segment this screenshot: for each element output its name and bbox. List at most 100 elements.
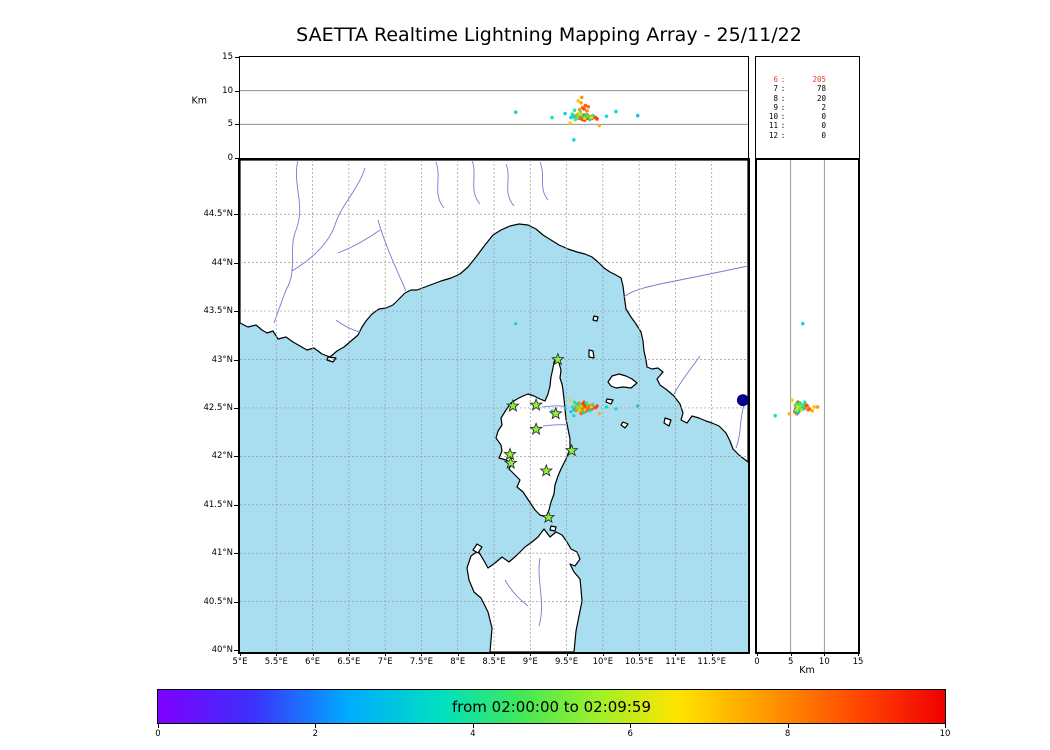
- lightning-detection-point: [578, 408, 582, 412]
- top-alt-tick-label: 10: [222, 85, 233, 96]
- map-y-tick-mark: [234, 650, 238, 652]
- map-y-tick-label: 41.5°N: [203, 499, 233, 510]
- lightning-detection-point: [803, 400, 807, 404]
- lightning-detection-point: [575, 115, 580, 119]
- lightning-detection-point: [585, 114, 590, 119]
- lightning-detection-point: [583, 103, 588, 108]
- map-x-tick-label: 9.5°E: [554, 657, 579, 667]
- lightning-detection-point: [581, 411, 585, 415]
- lightning-detection-point: [568, 121, 572, 125]
- map-y-tick-label: 40.5°N: [203, 596, 233, 607]
- lma-station-star: [503, 447, 517, 461]
- lightning-detection-point: [614, 407, 618, 411]
- lightning-detection-point: [573, 403, 577, 407]
- lightning-detection-point: [810, 409, 815, 413]
- lightning-detection-point: [800, 321, 805, 326]
- land-masses: [240, 160, 748, 652]
- altitude-longitude-plot: [240, 90, 748, 142]
- lightning-detection-point: [573, 117, 578, 122]
- map-y-tick-mark: [234, 407, 238, 409]
- lma-station-star: [506, 398, 520, 412]
- lightning-detection-point: [572, 408, 576, 412]
- colorbar-tick-label: 2: [312, 729, 319, 739]
- map-x-tick-label: 10.5°E: [624, 657, 654, 667]
- map-y-tick-mark: [234, 553, 238, 555]
- map-x-tick-label: 11°E: [665, 657, 686, 667]
- lightning-detection-point: [576, 98, 580, 103]
- map-y-tick-label: 42.5°N: [203, 402, 233, 413]
- map-x-tick-mark: [566, 652, 568, 656]
- lightning-detection-point: [635, 113, 640, 118]
- histogram-alt: 12: [768, 130, 778, 140]
- histogram-alt: :: [780, 75, 786, 84]
- lightning-detection-point: [794, 408, 799, 412]
- right-alt-tick-mark: [790, 652, 792, 656]
- top-alt-tick-label: 15: [222, 52, 233, 62]
- lightning-detection-point: [799, 408, 804, 412]
- colorbar-tick-mark: [630, 724, 632, 728]
- top-alt-tick-label: 0: [227, 153, 233, 163]
- histogram-row: 10: 0: [762, 112, 859, 121]
- histogram-count: 205: [812, 75, 826, 84]
- map-y-tick-label: 44°N: [211, 257, 233, 268]
- small-islands: [326, 315, 672, 554]
- colorbar-time-label: from 02:00:00 to 02:09:59: [451, 697, 651, 716]
- lightning-detection-point: [569, 115, 573, 120]
- map-x-tick-label: 7°E: [377, 657, 393, 667]
- lightning-detection-point: [568, 398, 572, 402]
- lightning-detection-point: [586, 105, 591, 109]
- lma-station-star: [564, 443, 579, 457]
- lightning-detection-point: [773, 413, 777, 418]
- top-alt-tick-mark: [235, 158, 239, 159]
- histogram-alt: 8: [773, 93, 778, 103]
- map-x-tick-mark: [385, 652, 387, 656]
- map-y-tick-mark: [234, 214, 238, 216]
- top-alt-tick-mark: [235, 124, 239, 126]
- lightning-detection-point: [579, 404, 583, 408]
- map-x-tick-label: 6.5°E: [337, 657, 361, 667]
- lightning-detection-point: [513, 110, 518, 115]
- map-x-tick-mark: [348, 652, 350, 656]
- histogram-alt: 11: [768, 121, 778, 131]
- lightning-detection-point: [582, 403, 586, 407]
- top-alt-tick-label: 5: [227, 119, 233, 130]
- lma-station-star: [548, 406, 563, 420]
- lightning-detection-point: [636, 404, 640, 408]
- right-alt-tick-mark: [757, 652, 758, 656]
- colorbar-tick-label: 4: [470, 729, 476, 739]
- map-y-tick-label: 41°N: [211, 548, 233, 559]
- histogram-alt: :: [780, 112, 786, 122]
- histogram-alt: :: [780, 102, 786, 112]
- right-alt-tick-label: 0: [754, 657, 760, 667]
- lightning-detection-point: [583, 408, 587, 412]
- map-x-tick-label: 8°E: [450, 657, 466, 667]
- right-alt-tick-label: 5: [787, 657, 794, 667]
- lma-station-star: [539, 463, 554, 477]
- map-y-tick-mark: [234, 601, 238, 603]
- lightning-detection-point: [579, 100, 583, 105]
- histogram-row: 12: 0: [762, 131, 859, 140]
- lightning-detection-point: [550, 115, 554, 120]
- rivers: [273, 160, 748, 627]
- lightning-detection-point: [597, 412, 601, 416]
- colorbar: from 02:00:00 to 02:09:59: [157, 689, 946, 724]
- lightning-detection-point: [604, 114, 609, 119]
- lightning-detection-point: [582, 116, 587, 121]
- lightning-detection-point: [812, 405, 817, 409]
- top-alt-tick-mark: [235, 57, 239, 58]
- lightning-detection-point: [595, 404, 599, 408]
- altitude-latitude-plot: [773, 160, 825, 652]
- histogram-count: 0: [821, 130, 826, 140]
- map-x-tick-label: 8.5°E: [482, 657, 506, 667]
- lightning-detection-point: [604, 405, 609, 409]
- histogram-row: 6: 205: [762, 75, 859, 84]
- map-x-tick-mark: [711, 652, 713, 656]
- mainland-coastline: [240, 160, 748, 463]
- map-x-tick-mark: [240, 652, 241, 656]
- lightning-detection-point: [563, 406, 567, 410]
- map-y-tick-label: 44.5°N: [203, 209, 233, 220]
- map-x-tick-mark: [457, 652, 459, 656]
- lightning-detection-point: [572, 414, 576, 418]
- lightning-detection-point: [572, 108, 577, 112]
- histogram-alt: 6: [773, 75, 778, 84]
